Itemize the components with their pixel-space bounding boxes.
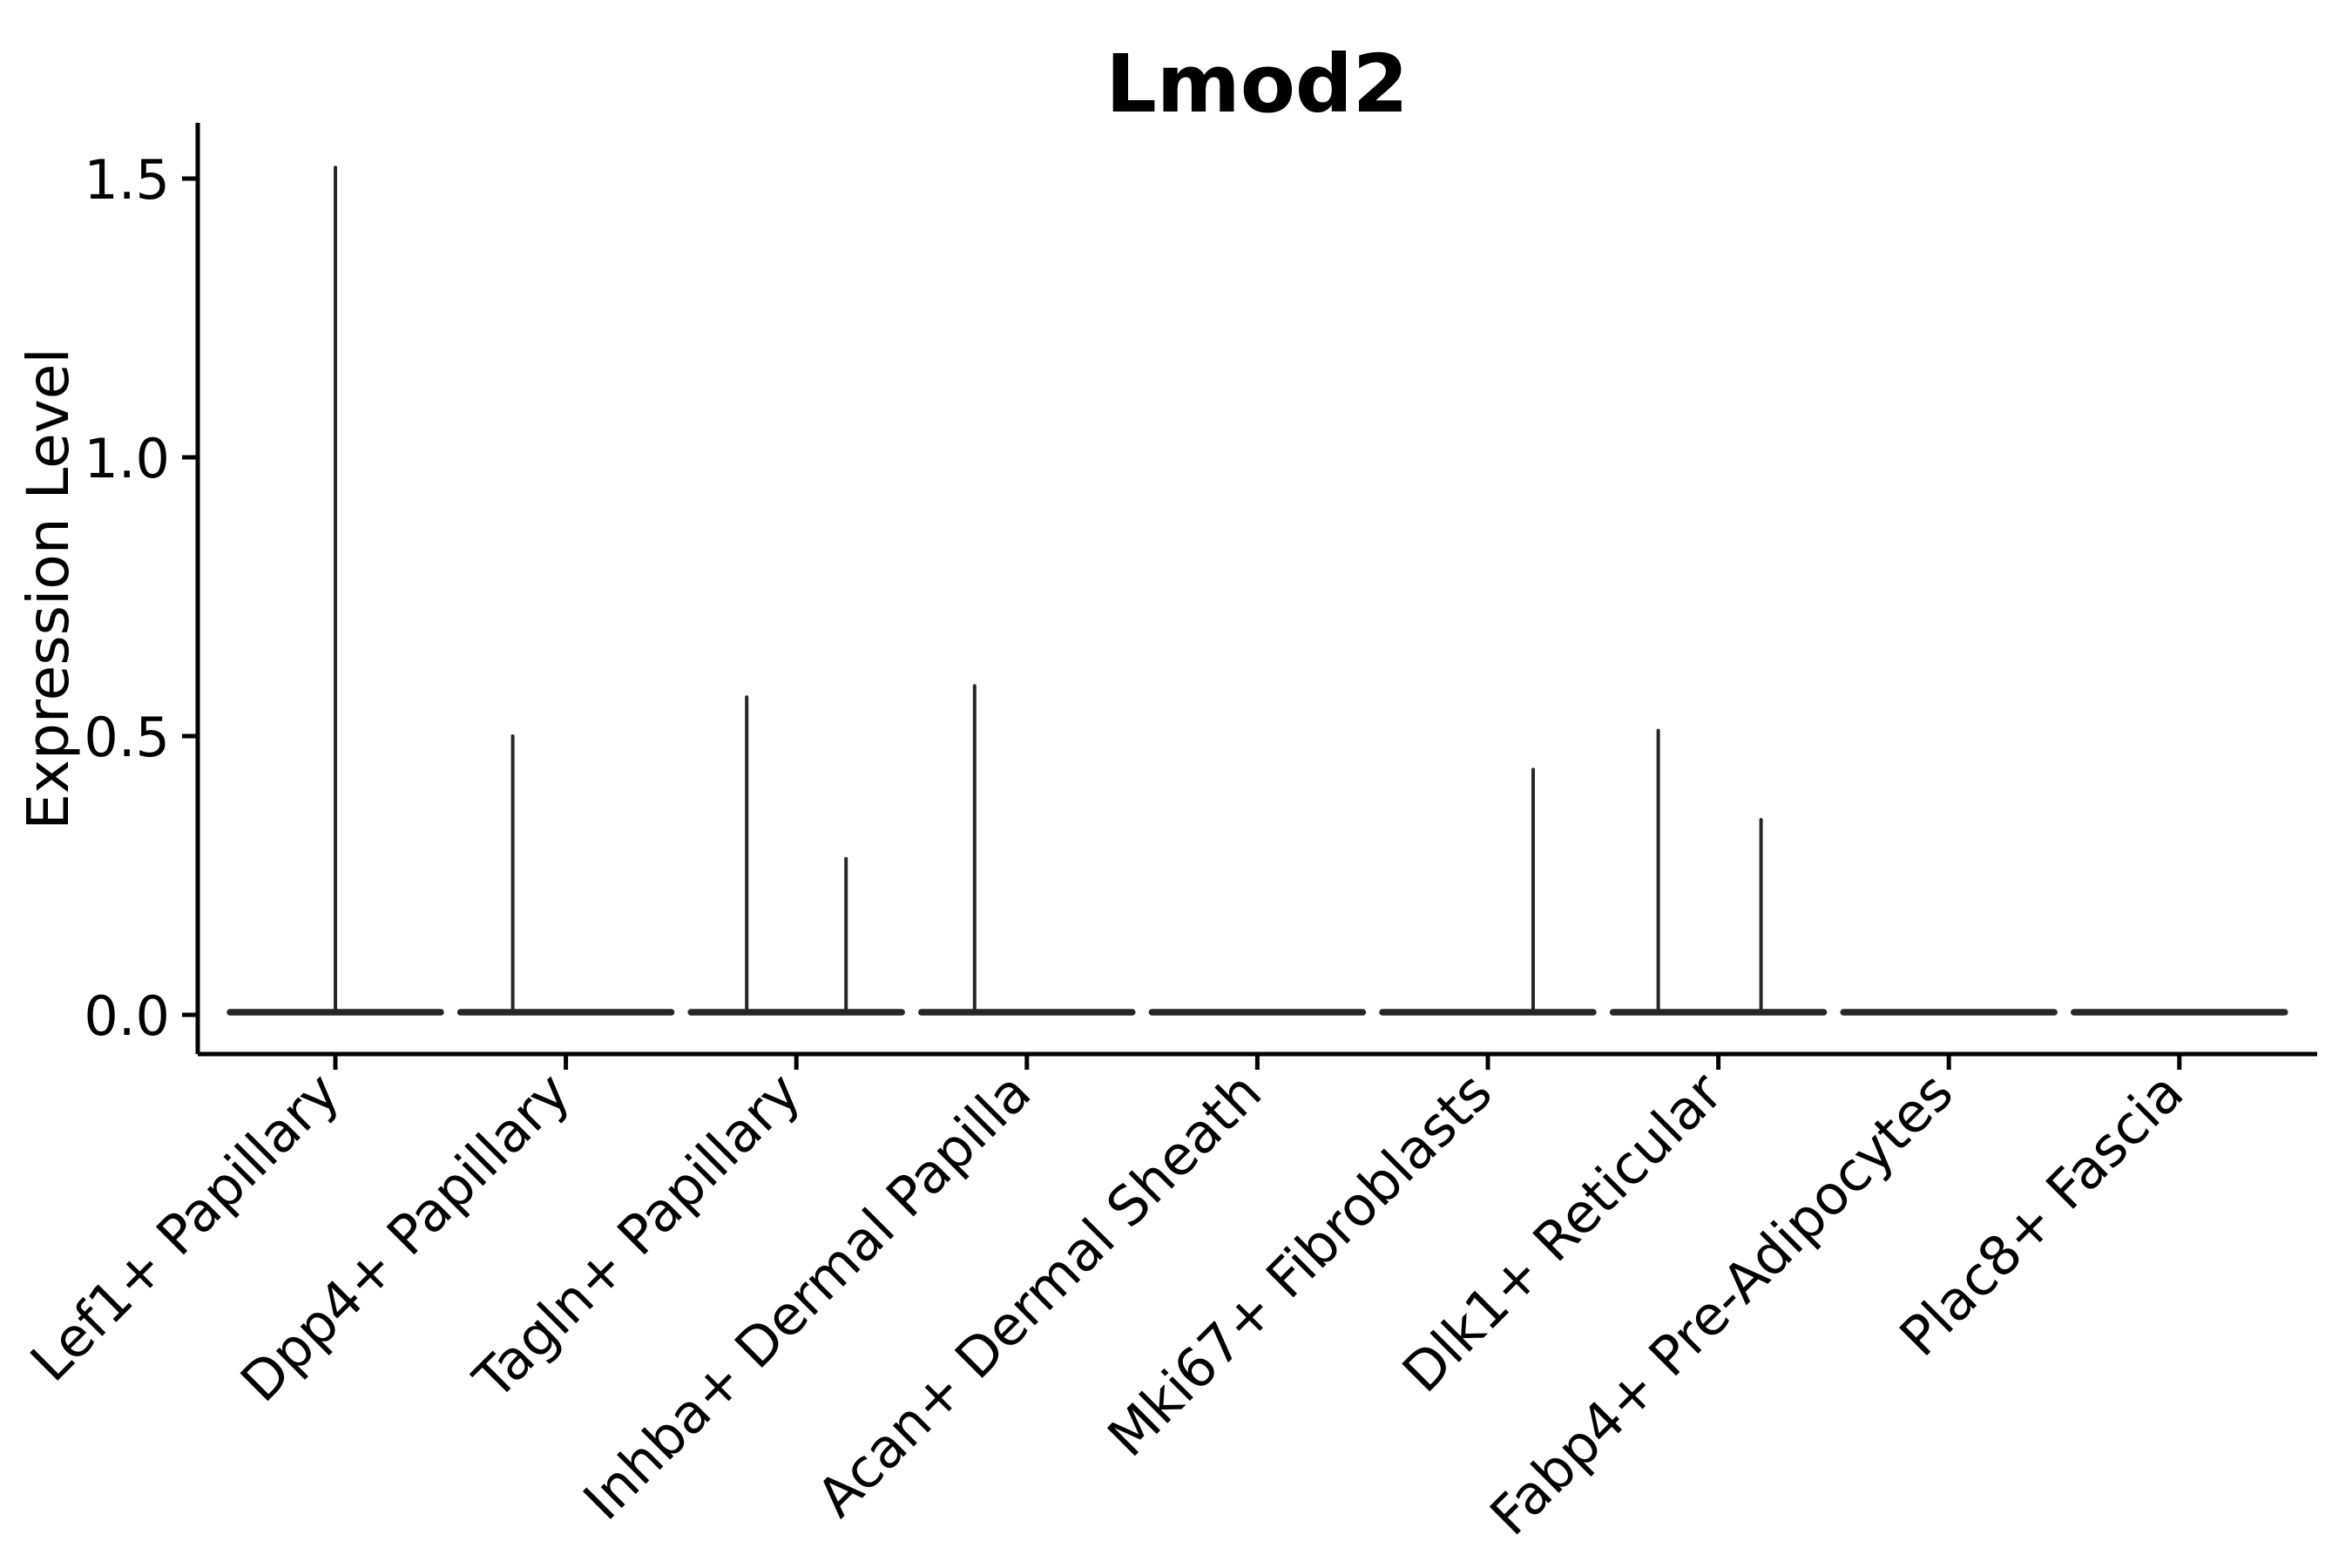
violin xyxy=(1379,767,1597,1016)
violin xyxy=(1609,728,1828,1016)
y-tick-label: 0.5 xyxy=(84,706,170,769)
y-tick-label: 1.0 xyxy=(84,427,170,490)
x-tick-label: Mki67+ Fibroblasts xyxy=(1095,1060,1504,1469)
violins-layer xyxy=(226,166,2288,1016)
y-tick-label: 1.5 xyxy=(84,148,170,212)
y-axis-label: Expression Level xyxy=(15,348,82,829)
violin xyxy=(456,734,675,1016)
y-axis-ticks: 0.0 0.5 1.0 1.5 xyxy=(84,148,198,1048)
x-tick-label: Acan+ Dermal Sheath xyxy=(805,1060,1274,1529)
violin xyxy=(918,684,1136,1016)
x-tick-label: Inhba+ Dermal Papilla xyxy=(571,1060,1044,1532)
plot-title: Lmod2 xyxy=(1105,37,1409,131)
violin xyxy=(226,166,444,1016)
x-tick-label: Fabp4+ Pre-Adipocytes xyxy=(1477,1060,1964,1547)
violin xyxy=(687,695,905,1016)
y-tick-label: 0.0 xyxy=(84,984,170,1048)
